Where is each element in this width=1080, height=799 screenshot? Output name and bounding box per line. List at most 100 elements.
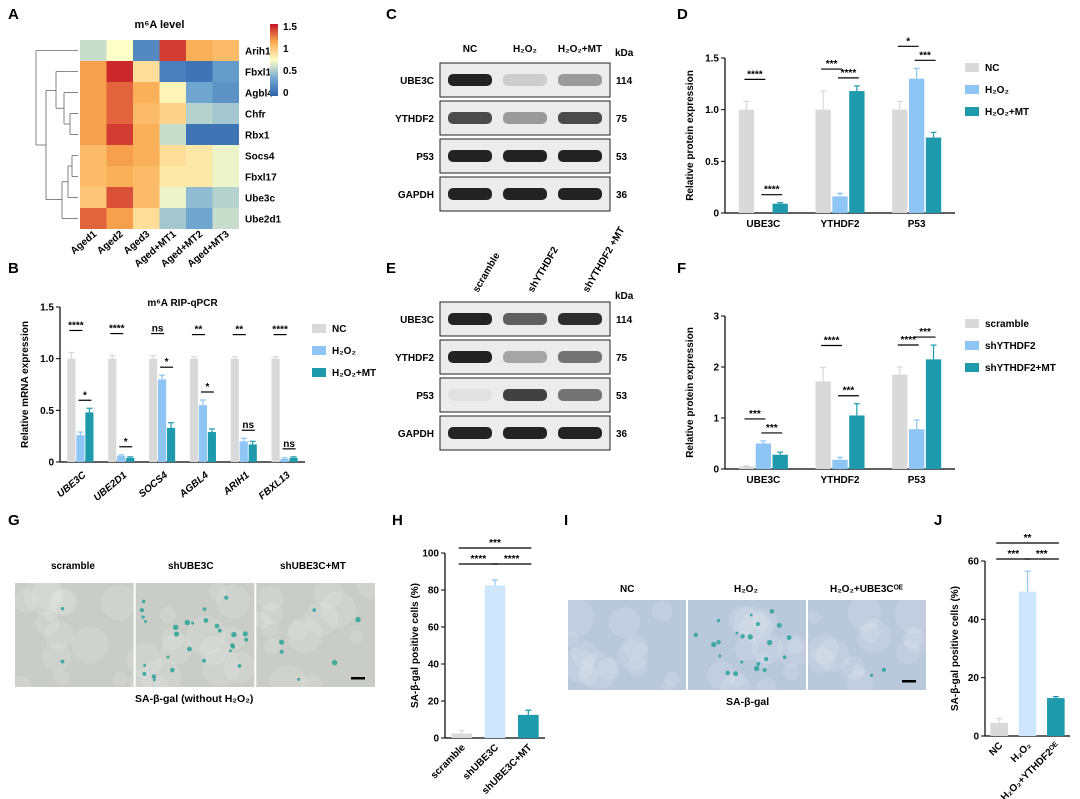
blot-band [503, 389, 547, 401]
stained-cell [762, 668, 767, 673]
stained-cell [231, 644, 235, 649]
blot-band [503, 188, 547, 200]
micrograph-texture [808, 647, 835, 674]
micrograph-texture [596, 657, 620, 681]
stained-cell [331, 659, 338, 666]
heatmap-row-label: Arih1 [245, 47, 271, 58]
y-tick-label: 2 [713, 363, 719, 374]
legend-swatch [965, 319, 979, 328]
micrograph-texture [32, 577, 65, 610]
micrograph-texture [215, 584, 250, 619]
micrograph-texture [159, 606, 177, 624]
heatmap-cell [133, 208, 160, 229]
micrograph-texture [51, 588, 79, 617]
heatmap-cell [106, 103, 133, 124]
bar [76, 435, 85, 462]
significance-label: * [205, 382, 209, 393]
heatmap-cell [212, 82, 239, 103]
heatmap-cell [133, 103, 160, 124]
blot-band [448, 389, 492, 401]
blot-band [448, 74, 492, 86]
colorbar-tick-label: 0 [283, 88, 289, 99]
legend-swatch [312, 324, 326, 333]
micrograph-texture [902, 627, 924, 649]
y-tick-label: 40 [428, 660, 440, 671]
micrograph-texture [571, 640, 599, 668]
micrograph-texture [733, 606, 768, 641]
stained-cell [711, 641, 717, 648]
micrograph-label: shUBE3C [168, 561, 214, 572]
bar [909, 78, 925, 213]
stained-cell [202, 607, 207, 611]
panel-letter-j: J [934, 512, 943, 529]
micrograph-panel-g: scramble shUBE3C shUBE3C+MT SA-β-gal (wi… [8, 561, 389, 705]
micrograph-texture [753, 608, 778, 633]
stained-cell [224, 595, 229, 600]
legend-label: scramble [985, 319, 1029, 330]
chart-title: m⁶A RIP-qPCR [147, 298, 218, 309]
micrograph-caption: SA-β-gal [726, 696, 770, 708]
heatmap-row-label: Agbl4 [245, 89, 273, 100]
y-tick-label: 20 [968, 673, 980, 684]
y-axis-label: SA-β-gal positive cells (%) [950, 586, 961, 711]
micrograph-label: NC [620, 584, 635, 595]
panel-letter-g: G [8, 512, 20, 529]
stained-cell [60, 659, 65, 664]
y-tick-label: 0.5 [40, 406, 54, 417]
colorbar-tick-label: 1.5 [283, 22, 297, 33]
panel-letter-d: D [677, 6, 688, 23]
micrograph-caption: SA-β-gal (without H₂O₂) [135, 693, 254, 705]
bar [849, 415, 865, 469]
heatmap-cell [133, 124, 160, 145]
heatmap-cell [80, 82, 107, 103]
heatmap-cell [212, 208, 239, 229]
bar [772, 454, 788, 469]
stained-cell [740, 660, 744, 664]
blot-band [558, 351, 602, 363]
micrograph-texture [313, 579, 344, 609]
micrograph-texture [618, 640, 649, 671]
legend-label: NC [332, 324, 346, 335]
y-tick-label: 0 [713, 209, 719, 220]
bar [289, 457, 298, 462]
heatmap-cell [159, 40, 186, 61]
stained-cell [144, 620, 148, 623]
micrograph-label: shUBE3C+MT [280, 561, 346, 572]
bar [126, 457, 135, 462]
significance-label: *** [919, 50, 931, 61]
micrograph-images [8, 568, 389, 703]
bar [909, 429, 925, 469]
western-blot-c: NC H₂O₂ H₂O₂+MT kDa UBE3C 114 YTHDF2 75 P53 53 GAP… [395, 44, 634, 212]
heatmap-cell [106, 208, 133, 229]
chart-j-sa-bgal: 0 20 40 60 SA-β-gal positive cells (%) NC H₂O₂… [950, 533, 1070, 799]
blot-band [448, 313, 492, 325]
stained-cell [782, 655, 787, 660]
significance-label: *** [843, 386, 855, 397]
scale-bar [351, 677, 365, 680]
legend-label: shYTHDF2+MT [985, 363, 1056, 374]
stained-cell [755, 621, 760, 627]
heatmap-cell [212, 187, 239, 208]
heatmap-row-label: Socs4 [245, 152, 275, 163]
significance-label: *** [1007, 549, 1019, 560]
x-tick-label: UBE3C [55, 469, 89, 500]
y-tick-label: 1 [713, 414, 719, 425]
blot-band [448, 188, 492, 200]
micrograph-texture [254, 611, 272, 629]
panel-letter-b: B [8, 260, 19, 277]
bar [149, 358, 158, 462]
significance-label: **** [504, 554, 520, 565]
micrograph-texture [42, 642, 72, 672]
micrograph-texture [128, 669, 153, 693]
blot-protein-label: YTHDF2 [395, 114, 434, 125]
micrograph-texture [851, 664, 865, 678]
bar [484, 585, 506, 738]
bar [198, 405, 207, 462]
colorbar [270, 24, 278, 96]
micrograph-texture [729, 605, 758, 635]
heatmap-cell [133, 145, 160, 166]
significance-label: ns [283, 439, 295, 450]
significance-label: *** [919, 327, 931, 338]
heatmap-cell [186, 103, 213, 124]
stained-cell [769, 609, 775, 614]
